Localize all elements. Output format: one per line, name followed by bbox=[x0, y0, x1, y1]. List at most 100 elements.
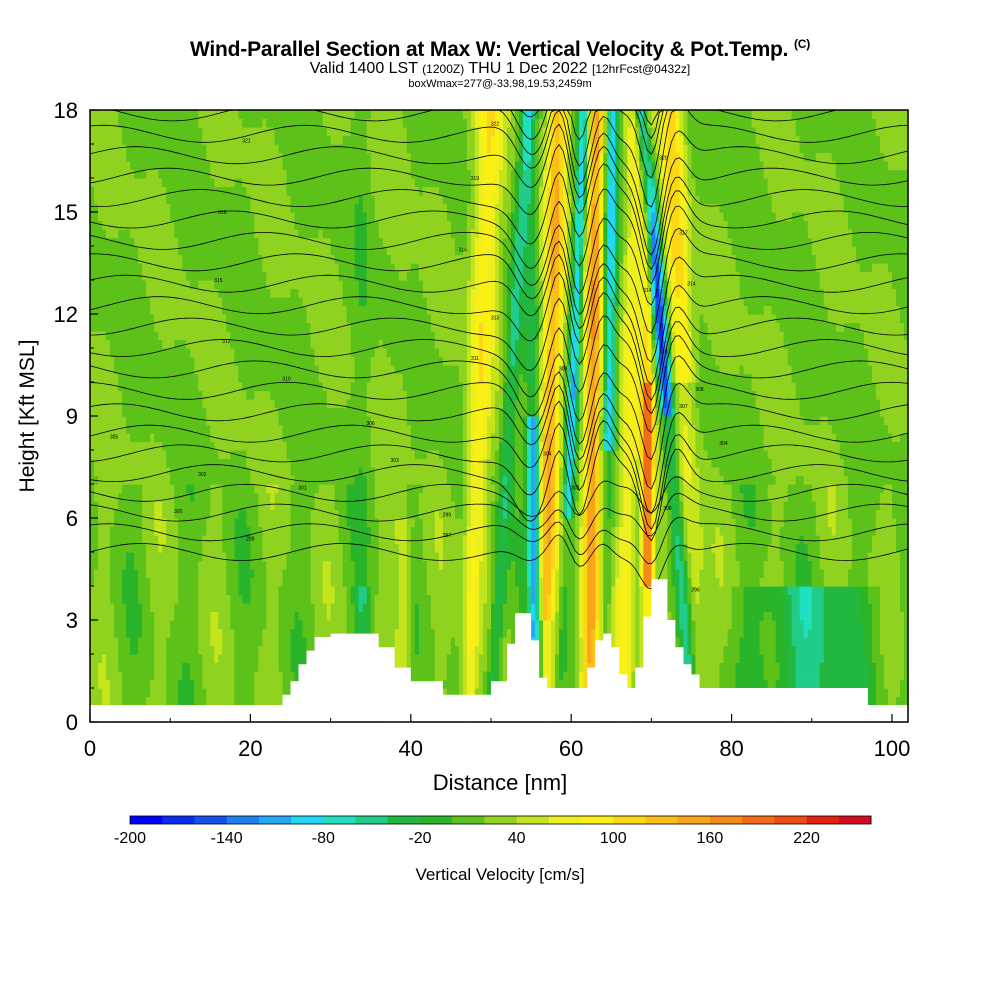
field-cell bbox=[154, 382, 159, 392]
field-cell bbox=[94, 373, 99, 383]
field-cell bbox=[162, 696, 167, 706]
field-cell bbox=[270, 127, 275, 137]
field-cell bbox=[318, 535, 324, 545]
field-cell bbox=[202, 271, 207, 281]
field-cell bbox=[114, 484, 119, 494]
field-cell bbox=[286, 535, 292, 545]
field-cell bbox=[354, 271, 360, 281]
field-cell bbox=[90, 501, 95, 511]
field-cell bbox=[166, 518, 171, 528]
field-cell bbox=[182, 467, 187, 477]
field-cell bbox=[98, 671, 103, 681]
field-cell bbox=[306, 237, 312, 247]
field-cell bbox=[154, 518, 159, 528]
field-cell bbox=[202, 127, 207, 137]
field-cell bbox=[262, 475, 267, 485]
field-cell bbox=[190, 280, 195, 290]
field-cell bbox=[262, 637, 267, 647]
field-cell bbox=[138, 322, 143, 332]
field-cell bbox=[202, 569, 207, 579]
field-cell bbox=[194, 696, 199, 706]
field-cell bbox=[106, 110, 111, 120]
field-cell bbox=[278, 501, 284, 511]
field-cell bbox=[234, 110, 239, 120]
field-cell bbox=[298, 280, 304, 290]
field-cell bbox=[266, 390, 271, 400]
field-cell bbox=[230, 501, 235, 511]
field-cell bbox=[334, 246, 340, 256]
field-cell bbox=[346, 467, 352, 477]
field-cell bbox=[150, 118, 155, 128]
field-cell bbox=[118, 654, 123, 664]
field-cell bbox=[210, 637, 215, 647]
field-cell bbox=[130, 696, 135, 706]
field-cell bbox=[146, 645, 151, 655]
field-cell bbox=[118, 373, 123, 383]
field-cell bbox=[130, 348, 135, 358]
field-cell bbox=[354, 280, 360, 290]
field-cell bbox=[330, 161, 336, 171]
field-cell bbox=[290, 263, 296, 273]
field-cell bbox=[270, 458, 275, 468]
field-cell bbox=[122, 475, 127, 485]
field-cell bbox=[158, 186, 163, 196]
field-cell bbox=[278, 305, 284, 315]
field-cell bbox=[346, 535, 352, 545]
field-cell bbox=[350, 348, 356, 358]
field-cell bbox=[142, 492, 147, 502]
field-cell bbox=[226, 127, 231, 137]
field-cell bbox=[166, 339, 171, 349]
field-cell bbox=[262, 212, 267, 222]
field-cell bbox=[110, 688, 115, 698]
field-cell bbox=[182, 322, 187, 332]
field-cell bbox=[198, 552, 203, 562]
field-cell bbox=[106, 390, 111, 400]
field-cell bbox=[106, 518, 111, 528]
field-cell bbox=[126, 127, 131, 137]
field-cell bbox=[346, 314, 352, 324]
field-cell bbox=[286, 314, 292, 324]
field-cell bbox=[226, 526, 231, 536]
field-cell bbox=[210, 577, 215, 587]
field-cell bbox=[350, 178, 356, 188]
field-cell bbox=[330, 331, 336, 341]
field-cell bbox=[118, 458, 123, 468]
field-cell bbox=[138, 178, 143, 188]
field-cell bbox=[194, 654, 199, 664]
field-cell bbox=[298, 331, 304, 341]
field-cell bbox=[130, 390, 135, 400]
field-cell bbox=[98, 526, 103, 536]
field-cell bbox=[278, 475, 284, 485]
field-cell bbox=[298, 543, 304, 553]
field-cell bbox=[234, 662, 239, 672]
field-cell bbox=[306, 467, 312, 477]
field-cell bbox=[98, 424, 103, 434]
field-cell bbox=[314, 569, 320, 579]
field-cell bbox=[202, 373, 207, 383]
field-cell bbox=[254, 603, 259, 613]
field-cell bbox=[294, 246, 300, 256]
field-cell bbox=[358, 569, 364, 579]
field-cell bbox=[258, 492, 263, 502]
field-cell bbox=[310, 305, 316, 315]
field-cell bbox=[130, 662, 135, 672]
field-cell bbox=[190, 246, 195, 256]
field-cell bbox=[206, 671, 211, 681]
field-cell bbox=[146, 475, 151, 485]
field-cell bbox=[110, 586, 115, 596]
field-cell bbox=[238, 569, 243, 579]
field-cell bbox=[182, 526, 187, 536]
field-cell bbox=[214, 169, 219, 179]
field-cell bbox=[266, 552, 271, 562]
field-cell bbox=[134, 118, 139, 128]
field-cell bbox=[230, 246, 235, 256]
field-cell bbox=[266, 475, 271, 485]
field-cell bbox=[114, 254, 119, 264]
field-cell bbox=[194, 144, 199, 154]
field-cell bbox=[134, 263, 139, 273]
field-cell bbox=[198, 543, 203, 553]
field-cell bbox=[214, 203, 219, 213]
field-cell bbox=[318, 178, 324, 188]
field-cell bbox=[210, 178, 215, 188]
field-cell bbox=[250, 518, 255, 528]
